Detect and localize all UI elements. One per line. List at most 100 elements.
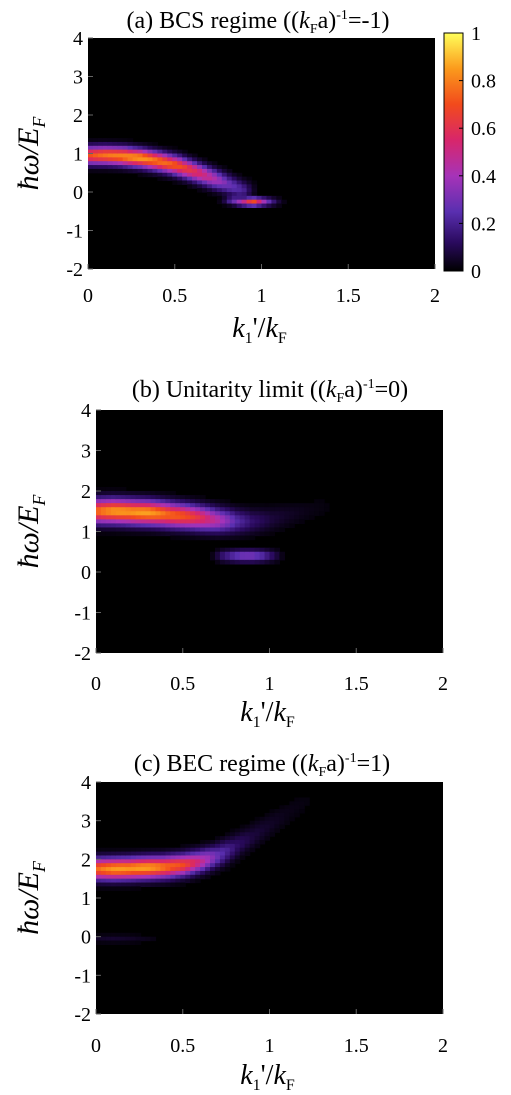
heatmap-cell (110, 874, 117, 880)
heatmap-cell (289, 503, 295, 508)
heatmap-cell (175, 863, 181, 868)
heatmap-cell (165, 511, 171, 516)
heatmap-cell (224, 855, 231, 860)
heatmap-cell (234, 547, 241, 553)
heatmap-cell (224, 867, 231, 872)
heatmap-cell (234, 551, 241, 557)
title-part: =-1) (348, 8, 390, 34)
heatmap-cell (190, 863, 196, 868)
heatmap-cell (224, 511, 231, 516)
heatmap-cell (115, 499, 122, 504)
heatmap-cell (180, 535, 186, 541)
heatmap-cell (145, 863, 152, 868)
heatmap-cell (152, 172, 158, 178)
heatmap-cell (96, 882, 102, 887)
heatmap-cell (246, 188, 253, 193)
heatmap-cell (110, 495, 117, 500)
heatmap-cell (284, 523, 290, 529)
heatmap-cell (200, 863, 206, 868)
heatmap-cell (214, 519, 221, 524)
heatmap-cell (135, 527, 142, 533)
heatmap-cell (165, 851, 171, 857)
x-tick-label: 0 (91, 673, 101, 695)
heatmap-cell (200, 855, 206, 860)
heatmap-cell (170, 523, 176, 529)
heatmap-cell (200, 523, 206, 529)
heatmap-cells (96, 486, 330, 565)
heatmap-cell (122, 138, 129, 143)
heatmap-cell (197, 157, 203, 162)
heatmap-cell (200, 851, 206, 857)
heatmap-cell (219, 840, 226, 845)
heatmap-cell (182, 180, 188, 185)
heatmap-cell (130, 874, 137, 880)
heatmap-cell (229, 515, 236, 520)
heatmap-cell (236, 172, 243, 178)
heatmap-cell (224, 531, 231, 537)
heatmap-cell (175, 503, 181, 508)
heatmap-cell (259, 511, 266, 516)
heatmap-cell (294, 797, 300, 802)
heatmap-cell (254, 843, 261, 849)
heatmap-cell (229, 551, 236, 557)
heatmap-cell (175, 531, 181, 537)
heatmap-cell (244, 824, 251, 829)
heatmap-cell (135, 870, 142, 876)
heatmap-cell (105, 527, 112, 533)
heatmap-cell (92, 141, 99, 147)
heatmap-cell (249, 847, 256, 853)
heatmap-cell (274, 828, 281, 833)
heatmap-cell (216, 168, 223, 174)
heatmap-cell (214, 507, 221, 512)
heatmap-cell (187, 176, 193, 182)
heatmap-cell (254, 515, 261, 520)
heatmap-cell (264, 531, 271, 537)
heatmap-cell (162, 145, 168, 151)
heatmap-cell (127, 138, 134, 143)
heatmap-cell (110, 515, 117, 520)
heatmap-cell (279, 812, 285, 818)
heatmap-cell (100, 936, 107, 942)
heatmap-cell (254, 836, 261, 841)
heatmap-cell (175, 499, 181, 504)
heatmap-cell (140, 874, 147, 880)
heatmap-cell (110, 507, 117, 512)
heatmap-cell (115, 878, 122, 884)
heatmap-cell (180, 507, 186, 512)
heatmap-cell (279, 511, 285, 516)
heatmap-cell (241, 180, 248, 185)
heatmap-cell (120, 936, 127, 942)
heatmap-cell (112, 141, 119, 147)
heatmap-cell (180, 851, 186, 857)
heatmap-cell (162, 168, 168, 174)
heatmap-cell (175, 515, 181, 520)
heatmap-cell (107, 168, 114, 174)
heatmap-cell (160, 515, 166, 520)
heatmap-cell (135, 886, 142, 891)
colorbar-tick-label: 0 (471, 261, 481, 283)
heatmap-cell (216, 195, 223, 201)
heatmap-cell (264, 832, 271, 837)
heatmap-cell (299, 797, 305, 802)
heatmap-cell (130, 495, 137, 500)
heatmap-cell (226, 199, 233, 205)
heatmap-cell (100, 932, 107, 938)
heatmap-cell (110, 940, 117, 945)
heatmap-cell (140, 878, 147, 884)
heatmap-cell (185, 527, 191, 533)
heatmap-cell (100, 507, 107, 512)
heatmap-cell (160, 519, 166, 524)
heatmap-cell (96, 932, 102, 938)
heatmap-cell (211, 184, 218, 189)
heatmap-cell (155, 523, 162, 529)
heatmap-cell (177, 161, 183, 166)
heatmap-cell (135, 940, 142, 945)
heatmap-cell (279, 805, 285, 810)
heatmap-cell (244, 507, 251, 512)
heatmap-cell (96, 859, 102, 864)
heatmap-cell (249, 840, 256, 845)
heatmap-cell (185, 867, 191, 872)
heatmap-cell (195, 878, 201, 884)
heatmap-cell (145, 882, 152, 887)
heatmap-cell (244, 523, 251, 529)
